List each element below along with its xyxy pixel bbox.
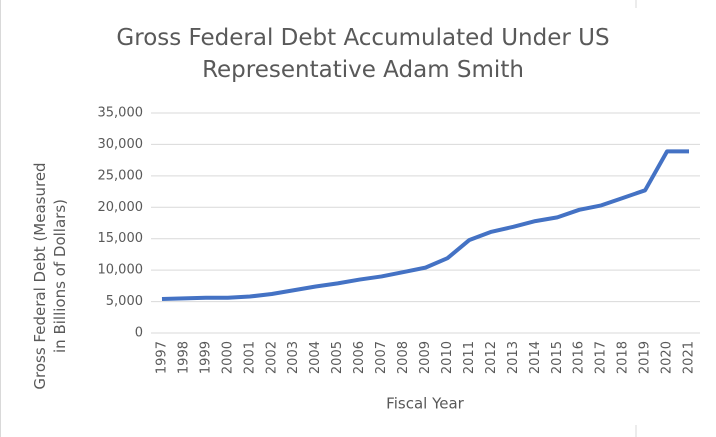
y-tick-label: 35,000 <box>98 106 144 121</box>
y-tick-label: 10,000 <box>98 263 144 278</box>
x-tick-label: 2014 <box>528 341 543 374</box>
x-tick-label: 2013 <box>506 341 521 374</box>
y-axis-label: Gross Federal Debt (Measured in Billions… <box>31 162 69 390</box>
y-tick-label: 5,000 <box>106 294 143 309</box>
x-tick-label: 2012 <box>484 341 499 374</box>
x-tick-label: 2021 <box>682 341 697 374</box>
chart-title: Gross Federal Debt Accumulated Under US … <box>116 25 610 83</box>
x-tick-label: 2011 <box>462 341 477 374</box>
y-tick-label: 30,000 <box>98 137 144 152</box>
x-tick-label: 2000 <box>220 341 235 374</box>
y-tick-label: 15,000 <box>98 231 144 246</box>
x-tick-label: 2003 <box>286 341 301 374</box>
x-tick-label: 2009 <box>418 341 433 374</box>
y-tick-label: 20,000 <box>98 200 144 215</box>
x-tick-label: 1999 <box>198 341 213 374</box>
x-tick-label: 2020 <box>660 341 675 374</box>
y-tick-label: 0 <box>135 326 143 341</box>
x-tick-label: 1997 <box>154 341 169 374</box>
x-tick-label: 2006 <box>352 341 367 374</box>
x-tick-label: 2002 <box>264 341 279 374</box>
x-tick-label: 2007 <box>374 341 389 374</box>
x-tick-label: 2016 <box>572 341 587 374</box>
x-axis-label: Fiscal Year <box>386 395 464 413</box>
x-tick-label: 2001 <box>242 341 257 374</box>
y-tick-label: 25,000 <box>98 168 144 183</box>
x-tick-label: 2018 <box>616 341 631 374</box>
x-tick-label: 2017 <box>594 341 609 374</box>
x-tick-label: 2019 <box>638 341 653 374</box>
x-tick-label: 2010 <box>440 341 455 374</box>
x-tick-label: 2004 <box>308 341 323 374</box>
data-line <box>161 149 690 302</box>
x-tick-label: 1998 <box>176 341 191 374</box>
x-tick-label: 2015 <box>550 341 565 374</box>
x-tick-label: 2005 <box>330 341 345 374</box>
x-tick-label: 2008 <box>396 341 411 374</box>
